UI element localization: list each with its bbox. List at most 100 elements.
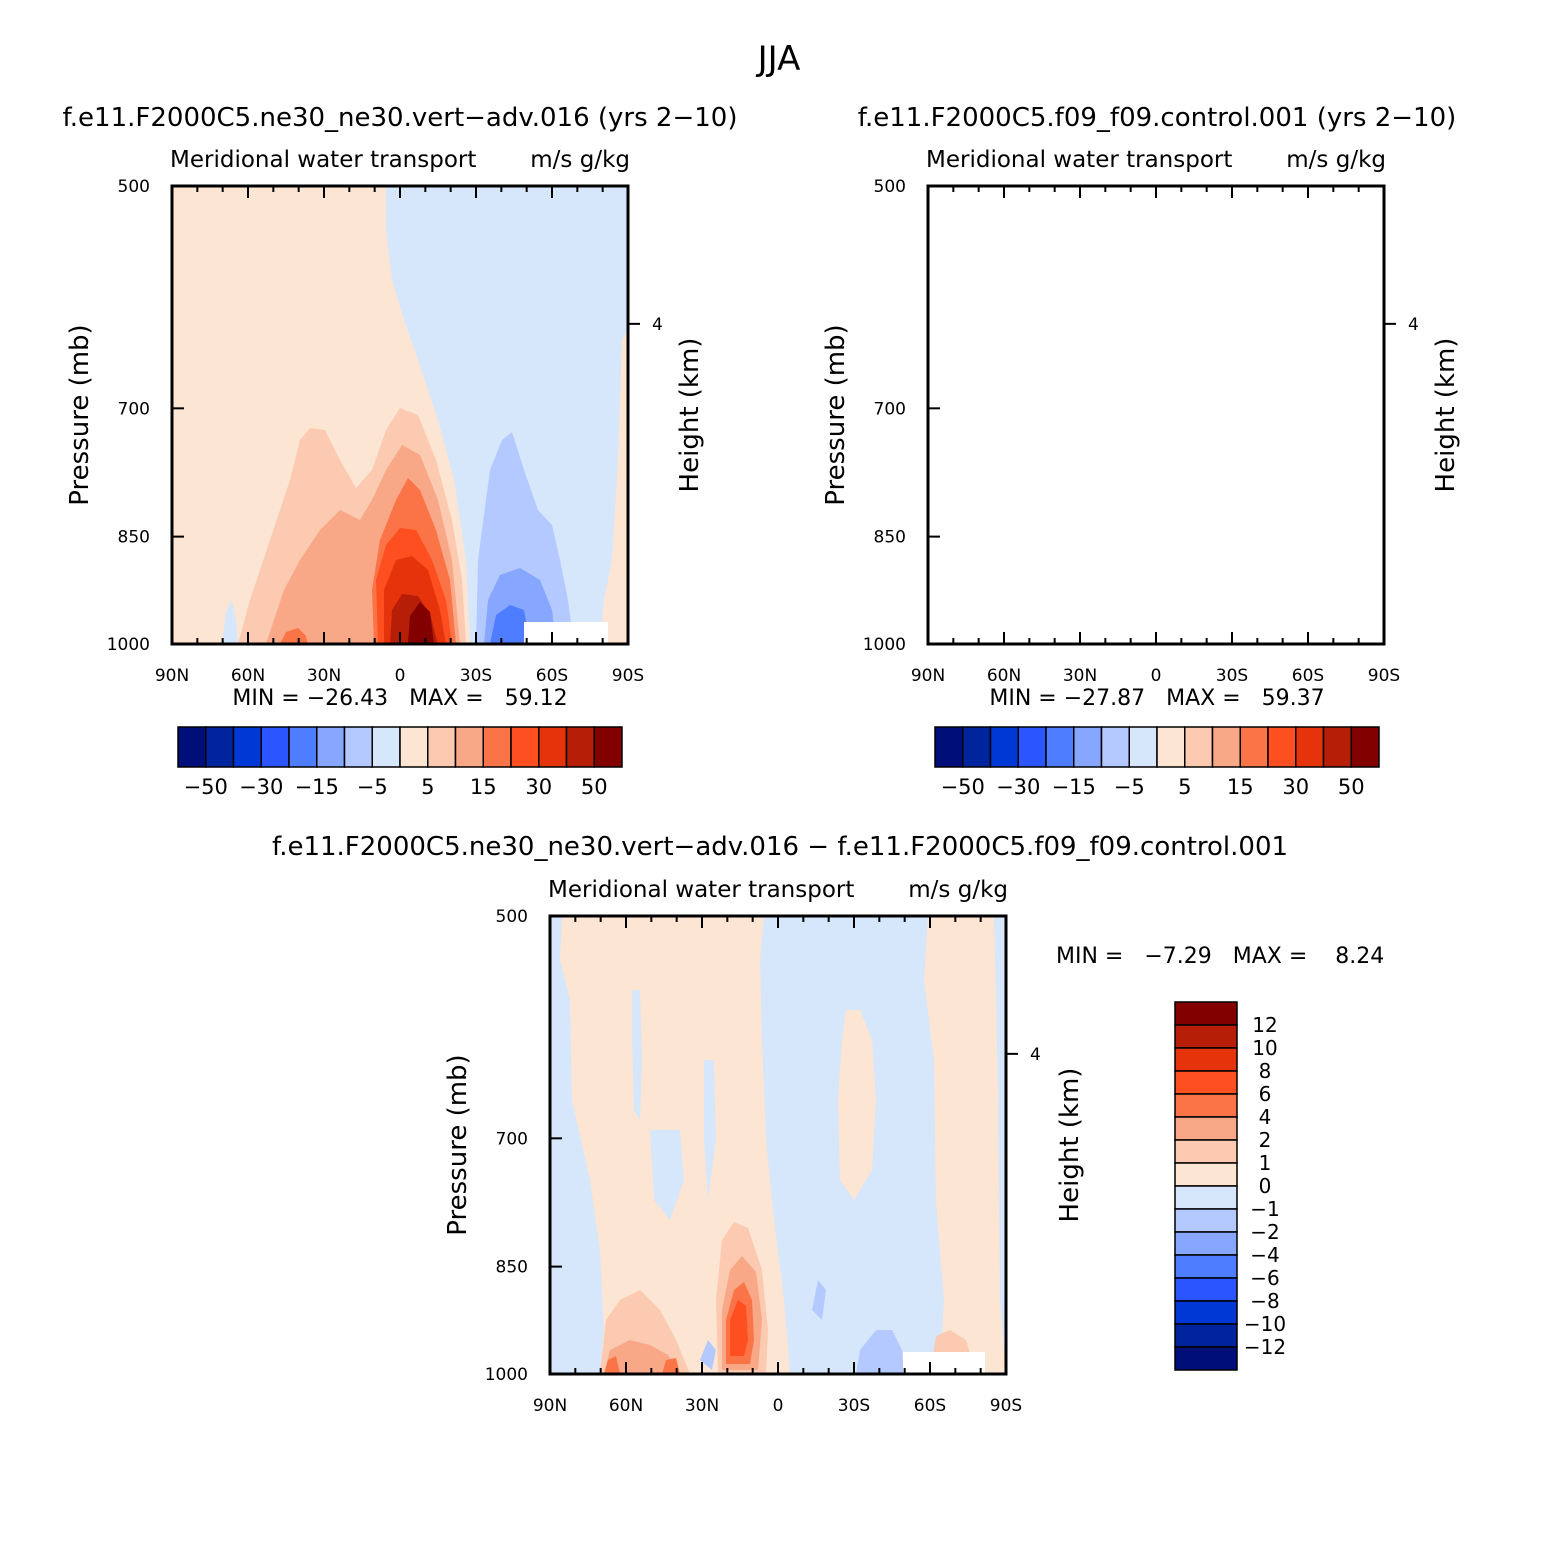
- colorbar-label: 30: [1282, 775, 1309, 799]
- panel-a-stats: MIN = −26.43 MAX = 59.12: [232, 686, 567, 711]
- x-tick-label: 60S: [536, 666, 568, 686]
- colorbar-label: −12: [1244, 1335, 1286, 1359]
- diff-neg-strip-1: [632, 990, 642, 1120]
- field-red-7: [1168, 604, 1188, 644]
- x-tick-label: 30S: [460, 666, 492, 686]
- x-tick-label: 60N: [231, 666, 265, 686]
- height-tick-label: 4: [652, 315, 663, 335]
- colorbar-label: 15: [470, 775, 497, 799]
- y-tick-label: 850: [496, 1258, 528, 1278]
- y-tick-label: 700: [874, 399, 906, 419]
- colorbar-box: [260, 726, 290, 768]
- panel-b-ylabel-right: Height (km): [1431, 338, 1461, 493]
- panel-b-frame: [926, 184, 1386, 646]
- colorbar-box: [1017, 726, 1047, 768]
- colorbar-box: [399, 726, 429, 768]
- colorbar-label: −30: [996, 775, 1040, 799]
- diff-neg-south-1: [856, 1330, 904, 1374]
- field-red-2: [1022, 445, 1216, 644]
- y-tick-label: 1000: [485, 1365, 528, 1385]
- field-red-7: [408, 602, 434, 644]
- x-tick-label: 60S: [1292, 666, 1324, 686]
- x-tick-label: 0: [1151, 666, 1162, 686]
- x-tick-label: 60N: [609, 1396, 643, 1416]
- field-blue-edge: [978, 588, 996, 644]
- panel-c-ylabel-right: Height (km): [1055, 1068, 1085, 1223]
- colorbar-box: [1174, 1047, 1238, 1072]
- colorbar-label: 10: [1252, 1036, 1277, 1060]
- colorbar-box: [427, 726, 457, 768]
- panel-a-subtitle: Meridional water transport: [170, 147, 476, 173]
- panel-a-axes: 90N 60N 30N 0 30S 60S 90S 500 700 850 1000 4: [107, 177, 663, 686]
- x-tick-label: 30S: [1216, 666, 1248, 686]
- panel-c-title: f.e11.F2000C5.ne30_ne30.vert−adv.016 − f…: [272, 832, 1288, 862]
- y-tick-label: 850: [874, 528, 906, 548]
- colorbar-box: [989, 726, 1019, 768]
- panel-c-axes: 90N 60N 30N 0 30S 60S 90S 500 700 850 1000 4: [485, 907, 1041, 1416]
- colorbar-label: −5: [1114, 775, 1145, 799]
- colorbar-box: [565, 726, 595, 768]
- x-tick-label: 60S: [914, 1396, 946, 1416]
- colorbar-box: [1211, 726, 1241, 768]
- colorbar-box: [1073, 726, 1103, 768]
- field-blue-lobe-2: [1240, 572, 1312, 644]
- colorbar-label: 1: [1259, 1151, 1272, 1175]
- colorbar-box: [1174, 1323, 1238, 1348]
- x-tick-label: 90S: [612, 666, 644, 686]
- colorbar-label: 4: [1259, 1105, 1272, 1129]
- diff-neg-strip-2: [650, 1130, 684, 1220]
- panel-a-colorbar: −50 −30 −15 −5 5 15 30 50: [177, 726, 623, 799]
- panel-a-ylabel-right: Height (km): [675, 338, 705, 493]
- x-tick-label: 90N: [911, 666, 945, 686]
- colorbar-box: [1350, 726, 1380, 768]
- colorbar-box: [1174, 1093, 1238, 1118]
- colorbar-box: [1174, 1070, 1238, 1095]
- panel-b-plot-field: [928, 186, 1384, 644]
- colorbar-box: [1045, 726, 1075, 768]
- panel-c-plot-field: [550, 916, 1006, 1374]
- colorbar-box: [1295, 726, 1325, 768]
- colorbar-box: [1174, 1254, 1238, 1279]
- colorbar-box: [1174, 1231, 1238, 1256]
- x-tick-label: 90N: [533, 1396, 567, 1416]
- colorbar-label: −50: [941, 775, 985, 799]
- y-tick-label: 700: [118, 399, 150, 419]
- x-tick-label: 90S: [990, 1396, 1022, 1416]
- colorbar-box: [1174, 1139, 1238, 1164]
- panel-a-ylabel: Pressure (mb): [65, 324, 95, 505]
- colorbar-box: [1267, 726, 1297, 768]
- field-red-1: [996, 406, 1222, 644]
- panel-b-units: m/s g/kg: [1286, 147, 1386, 173]
- colorbar-label: 30: [525, 775, 552, 799]
- x-tick-label: 90N: [155, 666, 189, 686]
- missing-data-box: [903, 1352, 985, 1374]
- colorbar-label: −10: [1244, 1312, 1286, 1336]
- colorbar-box: [1174, 1346, 1238, 1371]
- panel-c: f.e11.F2000C5.ne30_ne30.vert−adv.016 − f…: [272, 832, 1384, 1416]
- field-red-small: [1036, 628, 1064, 644]
- colorbar-label: −30: [239, 775, 283, 799]
- field-red-4: [1132, 520, 1208, 644]
- colorbar-box: [1174, 1208, 1238, 1233]
- field-blue-small-1: [1082, 615, 1136, 644]
- panel-b-title: f.e11.F2000C5.f09_f09.control.001 (yrs 2…: [858, 103, 1457, 133]
- figure-title: JJA: [756, 39, 801, 79]
- colorbar-label: −6: [1250, 1266, 1279, 1290]
- x-tick-label: 0: [395, 666, 406, 686]
- y-tick-label: 500: [874, 177, 906, 197]
- panel-a-units: m/s g/kg: [530, 147, 630, 173]
- field-red-6: [1146, 592, 1194, 644]
- panel-b-subtitle: Meridional water transport: [926, 147, 1232, 173]
- colorbar-box: [1156, 726, 1186, 768]
- panel-b-axes: 90N 60N 30N 0 30S 60S 90S 500 700 850 1000 4: [863, 177, 1419, 686]
- colorbar-label: −2: [1250, 1220, 1279, 1244]
- panel-c-ylabel: Pressure (mb): [443, 1054, 473, 1235]
- colorbar-box: [962, 726, 992, 768]
- field-red-small: [280, 628, 308, 644]
- colorbar-label: −8: [1250, 1289, 1279, 1313]
- x-tick-label: 30N: [307, 666, 341, 686]
- colorbar-box: [482, 726, 512, 768]
- panel-c-subtitle: Meridional water transport: [548, 877, 854, 903]
- field-blue-small-2: [1092, 628, 1130, 644]
- colorbar-label: −5: [357, 775, 388, 799]
